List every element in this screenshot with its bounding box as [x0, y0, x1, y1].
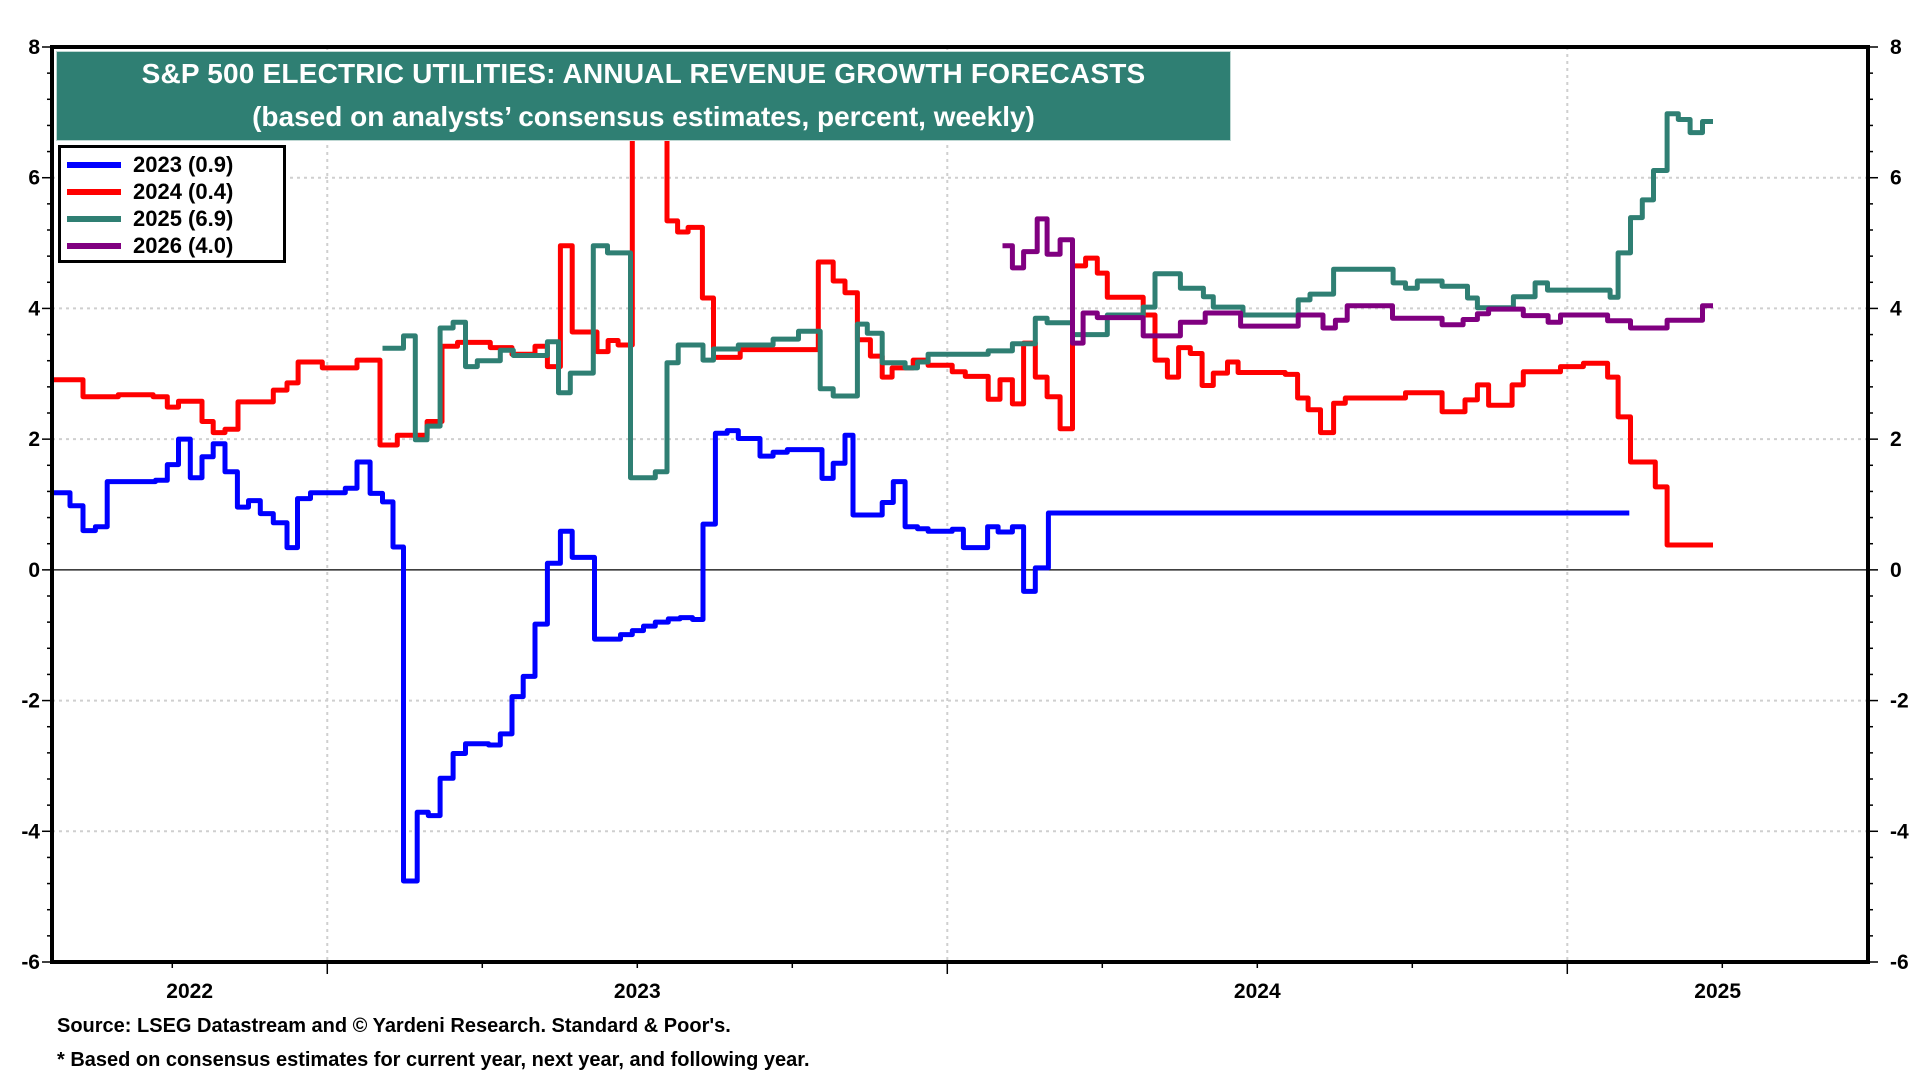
chart-title-box: S&P 500 ELECTRIC UTILITIES: ANNUAL REVEN… [56, 51, 1231, 141]
series-lines [53, 77, 1713, 884]
y-tick-label-left: 4 [28, 297, 40, 320]
y-axis-right-labels: 8 6 4 2 0 -2 -4 -6 [1890, 36, 1909, 974]
y-tick-label-right: 4 [1890, 297, 1902, 320]
y-tick-label-left: -4 [21, 820, 40, 843]
y-tick-label-right: -4 [1890, 820, 1909, 843]
x-tick-label: 2022 [166, 980, 213, 1003]
legend-swatch-2024 [67, 188, 121, 195]
legend-swatch-2026 [67, 242, 121, 249]
legend-item-2026: 2026 (4.0) [67, 232, 283, 259]
x-axis-labels: 2022 2023 2024 2025 [166, 980, 1741, 1003]
y-tick-label-left: 8 [28, 36, 40, 59]
legend-swatch-2023 [67, 161, 121, 168]
x-tick-label: 2024 [1234, 980, 1281, 1003]
legend-label-2026: 2026 (4.0) [133, 232, 234, 258]
y-tick-label-right: -6 [1890, 951, 1909, 974]
y-tick-label-right: -2 [1890, 690, 1909, 713]
y-axis-left-labels: 8 6 4 2 0 -2 -4 -6 [21, 36, 40, 974]
legend-label-2025: 2025 (6.9) [133, 205, 234, 231]
y-tick-label-left: 0 [28, 559, 40, 582]
plot-frame [50, 45, 1870, 964]
y-tick-label-left: 6 [28, 167, 40, 190]
y-tick-label-right: 2 [1890, 428, 1902, 451]
chart-title: S&P 500 ELECTRIC UTILITIES: ANNUAL REVEN… [141, 58, 1146, 89]
legend-item-2023: 2023 (0.9) [67, 151, 283, 178]
footnote: * Based on consensus estimates for curre… [57, 1049, 810, 1071]
legend-item-2025: 2025 (6.9) [67, 205, 283, 232]
gridlines [52, 47, 1868, 962]
series-line-2023 [53, 428, 1630, 884]
series-line-2026 [1002, 216, 1713, 346]
legend-swatch-2025 [67, 215, 121, 222]
y-tick-label-left: -2 [21, 690, 40, 713]
legend-label-2024: 2024 (0.4) [133, 178, 234, 204]
legend-item-2024: 2024 (0.4) [67, 178, 283, 205]
x-tick-label: 2023 [614, 980, 661, 1003]
y-tick-label-right: 8 [1890, 36, 1902, 59]
source-note: Source: LSEG Datastream and © Yardeni Re… [57, 1015, 731, 1037]
y-tick-label-right: 6 [1890, 167, 1902, 190]
y-tick-label-right: 0 [1890, 559, 1902, 582]
x-tick-label: 2025 [1694, 980, 1741, 1003]
y-tick-label-left: 2 [28, 428, 40, 451]
axes [42, 45, 1878, 974]
legend: 2023 (0.9) 2024 (0.4) 2025 (6.9) 2026 (4… [58, 145, 286, 263]
series-line-2025 [382, 111, 1713, 481]
y-tick-label-left: -6 [21, 951, 40, 974]
chart-subtitle: (based on analysts’ consensus estimates,… [252, 101, 1035, 132]
series-line-2024 [53, 77, 1713, 548]
legend-label-2023: 2023 (0.9) [133, 151, 234, 177]
